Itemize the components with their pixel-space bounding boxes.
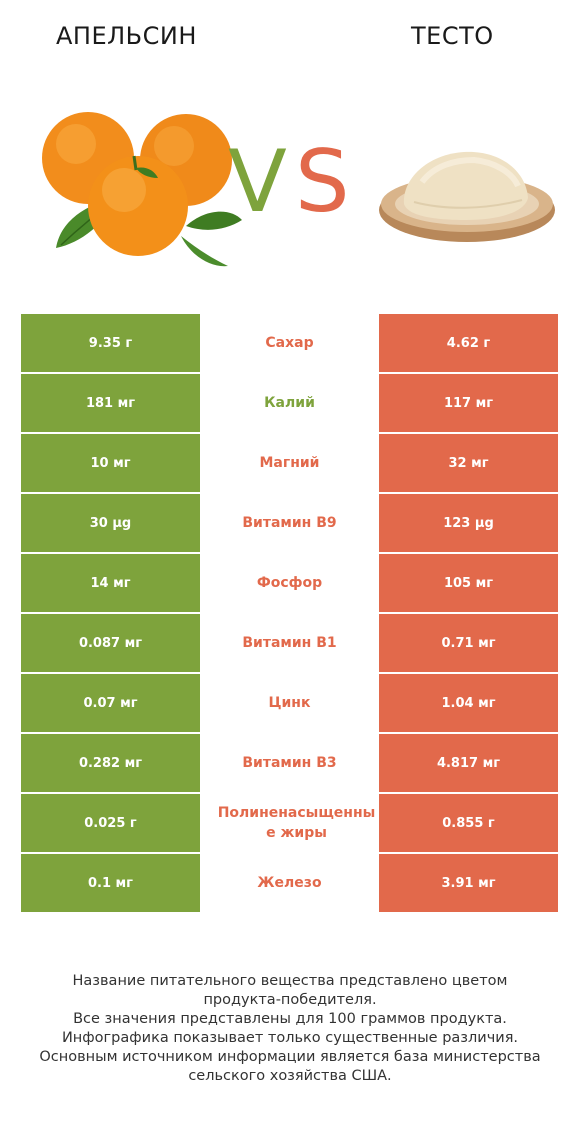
right-value: 32 мг bbox=[379, 434, 558, 492]
footer-line: сельского хозяйства США. bbox=[188, 1068, 392, 1084]
left-value: 9.35 г bbox=[21, 314, 200, 372]
left-value: 0.1 мг bbox=[21, 854, 200, 912]
orange-image bbox=[42, 112, 242, 267]
table-row: 30 µg Витамин B9 123 µg bbox=[21, 493, 558, 553]
table-row: 14 мг Фосфор 105 мг bbox=[21, 553, 558, 613]
right-value: 4.62 г bbox=[379, 314, 558, 372]
right-food-title: ТЕСТО bbox=[411, 22, 494, 50]
right-value: 117 мг bbox=[379, 374, 558, 432]
footer-line: Название питательного вещества представл… bbox=[72, 973, 508, 989]
footer-notes: Название питательного вещества представл… bbox=[0, 972, 580, 1086]
right-value: 4.817 мг bbox=[379, 734, 558, 792]
nutrient-label: Сахар bbox=[200, 314, 379, 372]
right-value: 1.04 мг bbox=[379, 674, 558, 732]
right-value: 105 мг bbox=[379, 554, 558, 612]
footer-line: Инфографика показывает только существенн… bbox=[61, 1030, 519, 1046]
table-row: 9.35 г Сахар 4.62 г bbox=[21, 313, 558, 373]
table-row: 0.025 г Полиненасыщенные жиры 0.855 г bbox=[21, 793, 558, 853]
left-food-title: АПЕЛЬСИН bbox=[56, 22, 197, 50]
nutrient-label: Витамин B9 bbox=[200, 494, 379, 552]
nutrient-label: Витамин B1 bbox=[200, 614, 379, 672]
table-row: 10 мг Магний 32 мг bbox=[21, 433, 558, 493]
footer-line: Все значения представлены для 100 граммо… bbox=[73, 1011, 507, 1027]
right-value: 0.71 мг bbox=[379, 614, 558, 672]
left-value: 0.07 мг bbox=[21, 674, 200, 732]
left-value: 14 мг bbox=[21, 554, 200, 612]
footer-line: продукта-победителя. bbox=[203, 992, 377, 1008]
vs-letter-s: S bbox=[295, 132, 350, 232]
nutrient-label: Железо bbox=[200, 854, 379, 912]
nutrient-label: Магний bbox=[200, 434, 379, 492]
right-value: 0.855 г bbox=[379, 794, 558, 852]
left-value: 0.087 мг bbox=[21, 614, 200, 672]
left-value: 30 µg bbox=[21, 494, 200, 552]
left-value: 0.282 мг bbox=[21, 734, 200, 792]
left-value: 0.025 г bbox=[21, 794, 200, 852]
table-row: 0.1 мг Железо 3.91 мг bbox=[21, 853, 558, 913]
nutrient-label: Цинк bbox=[200, 674, 379, 732]
nutrient-label: Витамин B3 bbox=[200, 734, 379, 792]
table-row: 0.07 мг Цинк 1.04 мг bbox=[21, 673, 558, 733]
vs-letter-v: V bbox=[228, 132, 287, 232]
footer-line: Основным источником информации является … bbox=[39, 1049, 541, 1065]
table-row: 181 мг Калий 117 мг bbox=[21, 373, 558, 433]
table-row: 0.282 мг Витамин B3 4.817 мг bbox=[21, 733, 558, 793]
dough-image bbox=[379, 151, 555, 242]
table-row: 0.087 мг Витамин B1 0.71 мг bbox=[21, 613, 558, 673]
comparison-table: 9.35 г Сахар 4.62 г 181 мг Калий 117 мг 10 мг М… bbox=[21, 313, 558, 913]
nutrient-label: Калий bbox=[200, 374, 379, 432]
left-value: 10 мг bbox=[21, 434, 200, 492]
right-value: 3.91 мг bbox=[379, 854, 558, 912]
nutrient-label: Фосфор bbox=[200, 554, 379, 612]
right-value: 123 µg bbox=[379, 494, 558, 552]
nutrient-label: Полиненасыщенные жиры bbox=[200, 794, 379, 852]
left-value: 181 мг bbox=[21, 374, 200, 432]
